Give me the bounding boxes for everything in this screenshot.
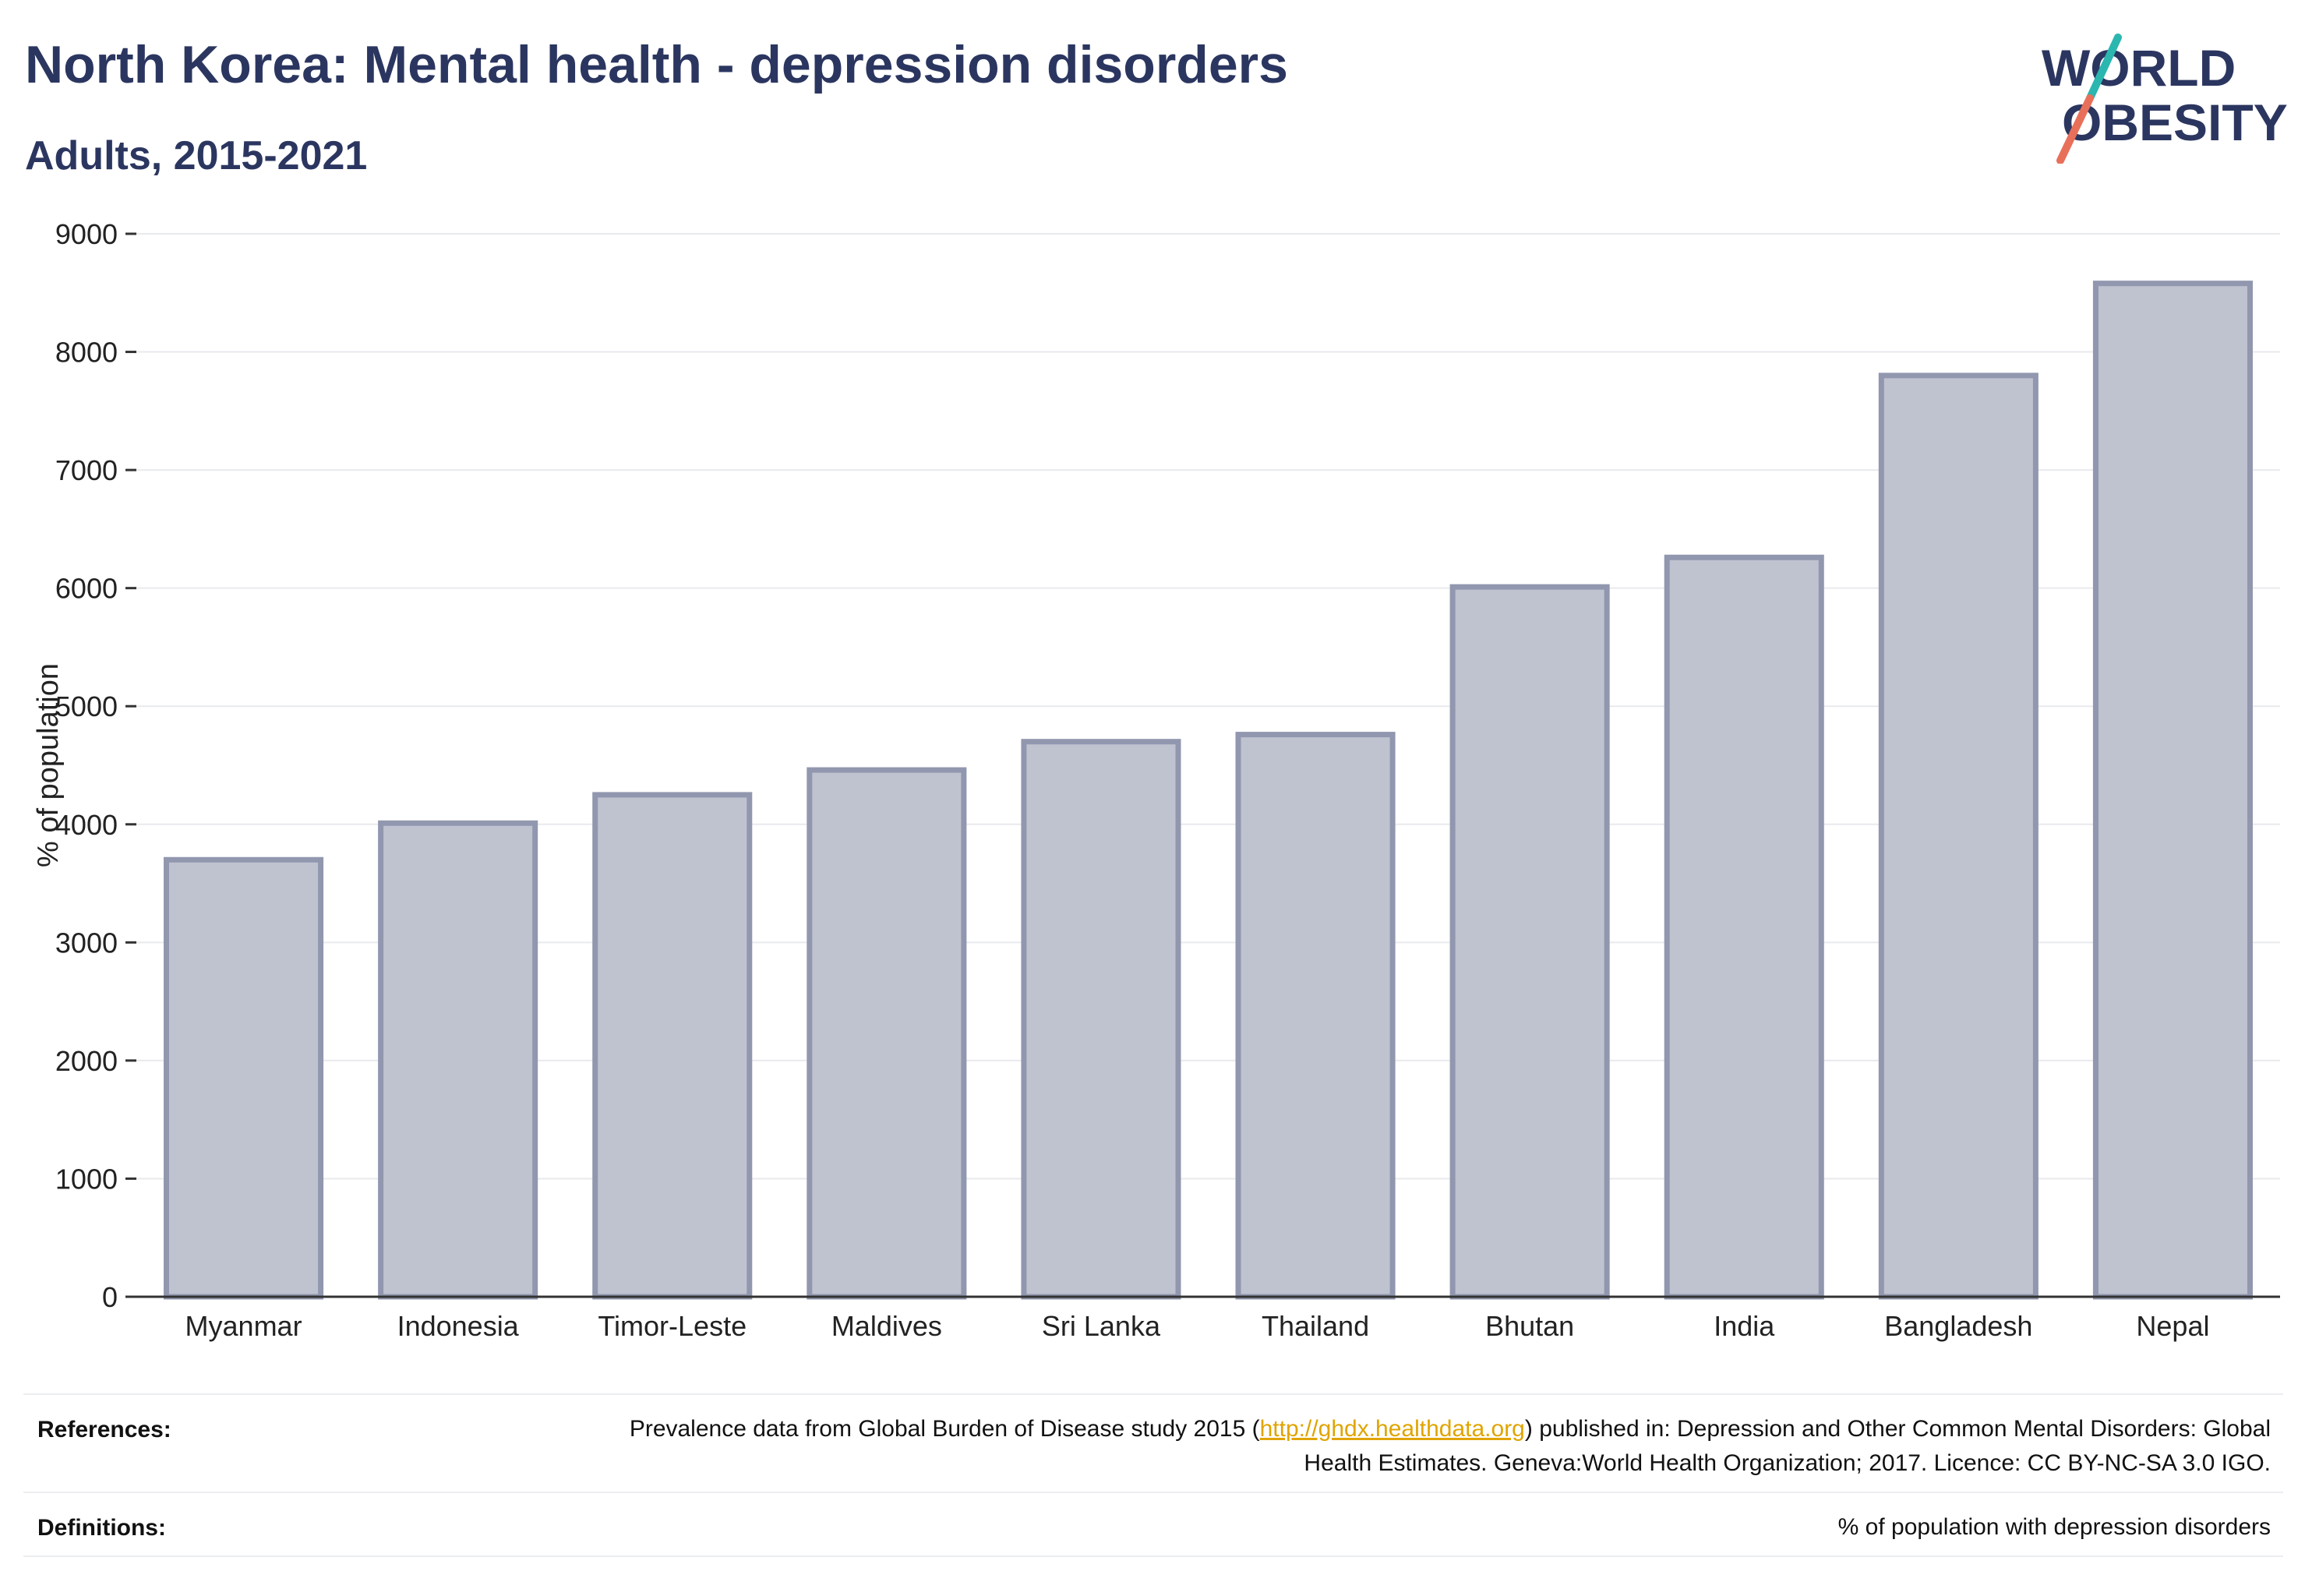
x-tick-label: Timor-Leste	[598, 1310, 747, 1342]
definitions-text: % of population with depression disorder…	[1837, 1514, 2271, 1540]
x-tick-label: Bangladesh	[1884, 1310, 2032, 1342]
logo-slash-top	[2086, 34, 2122, 102]
x-tick-label: Indonesia	[397, 1310, 520, 1342]
x-tick-label: Sri Lanka	[1042, 1310, 1161, 1342]
bar-sri-lanka	[1021, 739, 1181, 1300]
bar-nepal	[2092, 281, 2253, 1300]
bar-timor-leste	[592, 792, 753, 1300]
y-tick-label: 2000	[55, 1045, 118, 1077]
bar-bangladesh	[1878, 373, 2038, 1300]
footer-divider-middle	[23, 1492, 2283, 1493]
references-text-part1: Prevalence data from Global Burden of Di…	[629, 1416, 1260, 1442]
footer-divider-top	[23, 1393, 2283, 1395]
bar-thailand	[1235, 732, 1396, 1300]
references-link[interactable]: http://ghdx.healthdata.org	[1259, 1416, 1525, 1442]
y-axis-label: % of population	[32, 663, 65, 867]
y-tick-label: 7000	[55, 454, 118, 486]
x-tick-label: Thailand	[1262, 1310, 1369, 1342]
y-tick-label: 5000	[55, 690, 118, 722]
bars	[164, 281, 2253, 1300]
x-tick-label: Myanmar	[185, 1310, 302, 1342]
page-title: North Korea: Mental health - depression …	[25, 35, 1288, 94]
logo-text-obesity: OBESITY	[2062, 94, 2288, 151]
definitions-label: Definitions:	[37, 1515, 166, 1541]
x-tick-label: Maldives	[831, 1310, 942, 1342]
bar-chart: 0 1000 2000 3000 4000 5000 6000 7000 8000 9000 Mya…	[32, 218, 2280, 1342]
axes: 0 1000 2000 3000 4000 5000 6000 7000 8000 9000 Mya…	[55, 218, 2280, 1342]
bar-india	[1664, 554, 1824, 1300]
logo-text-world: WORLD	[2042, 39, 2236, 97]
bar-indonesia	[378, 820, 538, 1300]
x-tick-label: Nepal	[2136, 1310, 2209, 1342]
y-tick-label: 6000	[55, 573, 118, 605]
y-tick-label: 9000	[55, 218, 118, 250]
x-tick-label: Bhutan	[1485, 1310, 1574, 1342]
bar-myanmar	[164, 856, 324, 1300]
references-text: Prevalence data from Global Burden of Di…	[556, 1412, 2271, 1481]
bar-maldives	[807, 767, 967, 1300]
references-text-part2: ) published in: Depression and Other Com…	[1304, 1416, 2271, 1476]
y-tick-label: 1000	[55, 1163, 118, 1195]
y-tick-label: 8000	[55, 337, 118, 369]
footer-divider-bottom	[23, 1555, 2283, 1557]
y-tick-label: 3000	[55, 927, 118, 959]
y-tick-label: 4000	[55, 809, 118, 841]
world-obesity-logo: WORLD OBESITY	[2042, 34, 2288, 164]
x-tick-label: India	[1714, 1310, 1775, 1342]
bar-bhutan	[1449, 584, 1610, 1300]
page-subtitle: Adults, 2015-2021	[25, 133, 368, 178]
y-tick-label: 0	[102, 1281, 118, 1313]
references-label: References:	[37, 1417, 171, 1442]
logo-slash-bottom	[2056, 94, 2094, 164]
